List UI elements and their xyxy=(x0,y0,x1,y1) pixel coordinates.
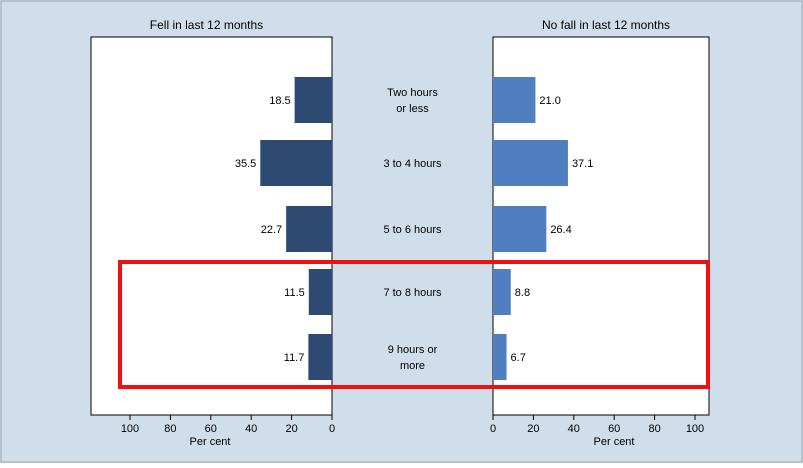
tick-label-right-4: 80 xyxy=(648,423,660,435)
highlight-box xyxy=(118,260,710,389)
tick-label-right-1: 20 xyxy=(527,423,539,435)
value-label-no-fall-5: 6.7 xyxy=(511,352,526,364)
left-panel-title: Fell in last 12 months xyxy=(150,18,263,32)
bar-no-fall-3 xyxy=(493,206,547,252)
bar-no-fall-2 xyxy=(493,140,568,186)
right-panel-title: No fall in last 12 months xyxy=(542,18,670,32)
value-label-no-fall-2: 37.1 xyxy=(572,158,593,170)
bar-fell-5 xyxy=(308,334,332,380)
value-label-fell-4: 11.5 xyxy=(284,287,305,299)
bar-fell-1 xyxy=(294,77,332,123)
value-label-no-fall-3: 26.4 xyxy=(550,224,571,236)
tick-label-right-3: 60 xyxy=(608,423,620,435)
bar-no-fall-1 xyxy=(493,77,536,123)
tick-label-right-5: 100 xyxy=(686,423,704,435)
category-label-2-line-1: 3 to 4 hours xyxy=(383,158,442,170)
value-label-fell-5: 11.7 xyxy=(284,352,305,364)
tick-label-left-3: 40 xyxy=(245,423,257,435)
x-axis-title-right: Per cent xyxy=(594,436,635,448)
value-label-fell-3: 22.7 xyxy=(261,224,282,236)
tick-label-left-0: 100 xyxy=(121,423,139,435)
tick-label-left-5: 0 xyxy=(329,423,335,435)
tick-label-right-2: 40 xyxy=(568,423,580,435)
category-label-5-line-1: 9 hours or xyxy=(388,344,438,356)
tick-label-left-1: 80 xyxy=(164,423,176,435)
value-label-no-fall-4: 8.8 xyxy=(515,287,530,299)
category-label-3-line-1: 5 to 6 hours xyxy=(383,224,442,236)
category-label-1-line-2: or less xyxy=(396,103,429,115)
bar-fell-3 xyxy=(286,206,332,252)
bar-no-fall-5 xyxy=(493,334,507,380)
category-label-1-line-1: Two hours xyxy=(387,87,438,99)
x-axis-title-left: Per cent xyxy=(190,436,231,448)
value-label-no-fall-1: 21.0 xyxy=(539,95,560,107)
value-label-fell-1: 18.5 xyxy=(269,95,290,107)
tick-label-right-0: 0 xyxy=(490,423,496,435)
tick-label-left-4: 20 xyxy=(285,423,297,435)
category-label-5-line-2: more xyxy=(400,360,425,372)
bar-no-fall-4 xyxy=(493,269,511,315)
bar-fell-4 xyxy=(308,269,332,315)
value-label-fell-2: 35.5 xyxy=(235,158,256,170)
bar-fell-2 xyxy=(260,140,332,186)
tick-label-left-2: 60 xyxy=(205,423,217,435)
category-label-4-line-1: 7 to 8 hours xyxy=(383,287,442,299)
